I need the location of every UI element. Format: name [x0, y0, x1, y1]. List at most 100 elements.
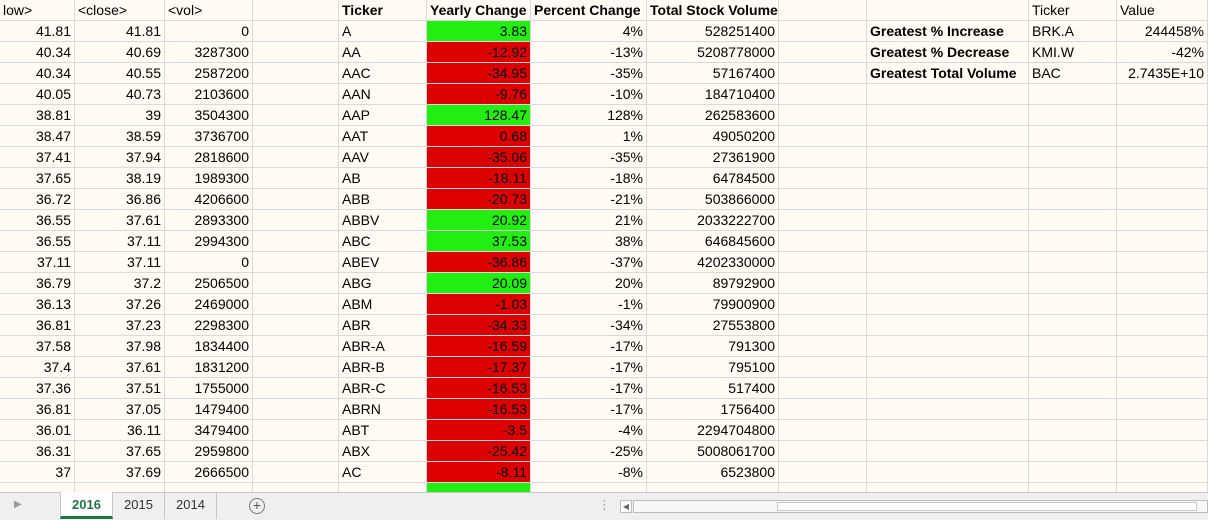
empty-cell[interactable]: [867, 336, 1029, 357]
header-percent-change[interactable]: Percent Change: [531, 0, 647, 21]
ticker-cell[interactable]: ABR: [339, 315, 427, 336]
ticker-cell[interactable]: ABEV: [339, 252, 427, 273]
close-cell[interactable]: 40.69: [75, 42, 165, 63]
percent-change-cell[interactable]: -34%: [531, 315, 647, 336]
sheet-tab-2015[interactable]: 2015: [113, 492, 165, 519]
empty-cell[interactable]: [1029, 441, 1117, 462]
total-volume-cell[interactable]: 795100: [647, 357, 779, 378]
empty-cell[interactable]: [867, 441, 1029, 462]
total-volume-cell[interactable]: 503866000: [647, 189, 779, 210]
empty-cell[interactable]: [253, 105, 339, 126]
ticker-cell[interactable]: AAV: [339, 147, 427, 168]
yearly-change-cell[interactable]: 20.09: [427, 273, 531, 294]
vol-cell[interactable]: 1755000: [165, 378, 253, 399]
empty-cell[interactable]: [779, 210, 867, 231]
close-cell[interactable]: 37.94: [75, 147, 165, 168]
empty-cell[interactable]: [779, 147, 867, 168]
percent-change-cell[interactable]: -17%: [531, 378, 647, 399]
low-cell[interactable]: 40.34: [0, 63, 75, 84]
low-cell[interactable]: 37: [0, 462, 75, 483]
summary-value-cell[interactable]: -42%: [1117, 42, 1208, 63]
empty-cell[interactable]: [867, 126, 1029, 147]
empty-cell[interactable]: [253, 189, 339, 210]
total-volume-cell[interactable]: 27553800: [647, 315, 779, 336]
empty-cell[interactable]: [1117, 105, 1208, 126]
plus-circle-icon[interactable]: +: [249, 498, 265, 514]
empty-cell[interactable]: [1029, 378, 1117, 399]
yearly-change-cell[interactable]: [427, 483, 531, 492]
low-cell[interactable]: 37.36: [0, 378, 75, 399]
empty-cell[interactable]: [1117, 252, 1208, 273]
empty-cell[interactable]: [1029, 84, 1117, 105]
empty-cell[interactable]: [1029, 126, 1117, 147]
empty-cell[interactable]: [867, 462, 1029, 483]
empty-cell[interactable]: [779, 84, 867, 105]
empty-cell[interactable]: [1029, 294, 1117, 315]
close-cell[interactable]: 37.65: [75, 441, 165, 462]
percent-change-cell[interactable]: 20%: [531, 273, 647, 294]
low-cell[interactable]: 38.81: [0, 105, 75, 126]
yearly-change-cell[interactable]: -34.33: [427, 315, 531, 336]
empty-cell[interactable]: [867, 378, 1029, 399]
total-volume-cell[interactable]: 27361900: [647, 147, 779, 168]
empty-cell[interactable]: [253, 420, 339, 441]
empty-cell[interactable]: [867, 0, 1029, 21]
empty-cell[interactable]: [253, 441, 339, 462]
percent-change-cell[interactable]: -17%: [531, 336, 647, 357]
ticker-cell[interactable]: ABB: [339, 189, 427, 210]
horizontal-scrollbar[interactable]: [633, 500, 1208, 513]
percent-change-cell[interactable]: -37%: [531, 252, 647, 273]
close-cell[interactable]: 36.11: [75, 420, 165, 441]
yearly-change-cell[interactable]: -25.42: [427, 441, 531, 462]
vol-cell[interactable]: 2959800: [165, 441, 253, 462]
low-cell[interactable]: 36.13: [0, 294, 75, 315]
vol-cell[interactable]: 1831200: [165, 357, 253, 378]
empty-cell[interactable]: [867, 231, 1029, 252]
header-close[interactable]: <close>: [75, 0, 165, 21]
empty-cell[interactable]: [253, 168, 339, 189]
ticker-cell[interactable]: AAN: [339, 84, 427, 105]
empty-cell[interactable]: [867, 483, 1029, 492]
percent-change-cell[interactable]: 21%: [531, 210, 647, 231]
empty-cell[interactable]: [1117, 336, 1208, 357]
ticker-cell[interactable]: ABR-A: [339, 336, 427, 357]
empty-cell[interactable]: [1117, 315, 1208, 336]
close-cell[interactable]: 37.69: [75, 462, 165, 483]
empty-cell[interactable]: [867, 294, 1029, 315]
empty-cell[interactable]: [1117, 399, 1208, 420]
low-cell[interactable]: 40.05: [0, 84, 75, 105]
empty-cell[interactable]: [779, 420, 867, 441]
ticker-cell[interactable]: ABR-B: [339, 357, 427, 378]
yearly-change-cell[interactable]: -34.95: [427, 63, 531, 84]
total-volume-cell[interactable]: 49050200: [647, 126, 779, 147]
empty-cell[interactable]: [253, 315, 339, 336]
empty-cell[interactable]: [867, 168, 1029, 189]
vol-cell[interactable]: 1989300: [165, 168, 253, 189]
empty-cell[interactable]: [253, 399, 339, 420]
close-cell[interactable]: 40.55: [75, 63, 165, 84]
empty-cell[interactable]: [1029, 189, 1117, 210]
empty-cell[interactable]: [1117, 357, 1208, 378]
low-cell[interactable]: 37.58: [0, 336, 75, 357]
empty-cell[interactable]: [867, 189, 1029, 210]
more-icon[interactable]: ⋮: [598, 497, 611, 512]
vol-cell[interactable]: 4206600: [165, 189, 253, 210]
empty-cell[interactable]: [253, 294, 339, 315]
low-cell[interactable]: 41.81: [0, 21, 75, 42]
vol-cell[interactable]: 3479400: [165, 420, 253, 441]
percent-change-cell[interactable]: [531, 483, 647, 492]
ticker-cell[interactable]: A: [339, 21, 427, 42]
ticker-cell[interactable]: ABT: [339, 420, 427, 441]
empty-cell[interactable]: [779, 336, 867, 357]
close-cell[interactable]: 39: [75, 105, 165, 126]
summary-ticker-cell[interactable]: BRK.A: [1029, 21, 1117, 42]
empty-cell[interactable]: [1117, 273, 1208, 294]
close-cell[interactable]: 40.73: [75, 84, 165, 105]
close-cell[interactable]: 37.05: [75, 399, 165, 420]
ticker-cell[interactable]: AB: [339, 168, 427, 189]
empty-cell[interactable]: [779, 273, 867, 294]
close-cell[interactable]: [75, 483, 165, 492]
close-cell[interactable]: 37.61: [75, 210, 165, 231]
empty-cell[interactable]: [1029, 147, 1117, 168]
close-cell[interactable]: 37.26: [75, 294, 165, 315]
